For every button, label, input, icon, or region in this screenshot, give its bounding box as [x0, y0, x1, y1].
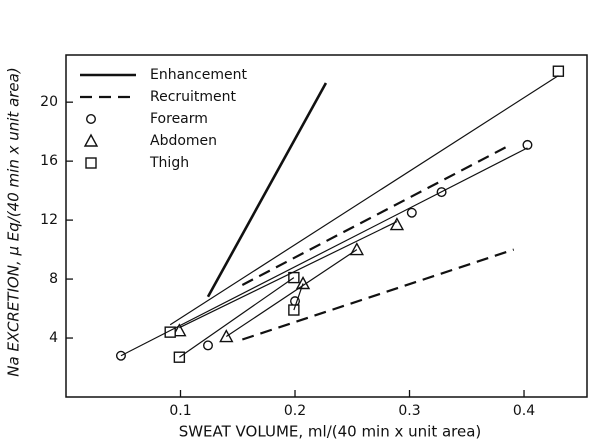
point: [522, 139, 533, 150]
point: [172, 323, 187, 337]
point: [389, 217, 405, 231]
plot-frame: [65, 54, 588, 398]
legend-swatch: [83, 133, 99, 147]
line-segment: [241, 143, 511, 286]
point: [552, 65, 565, 77]
line-segment: [179, 221, 398, 329]
y-tick-label: 4: [49, 330, 58, 346]
line-segment: [120, 147, 528, 357]
legend-label: Thigh: [149, 155, 189, 171]
legend-swatch: [85, 113, 96, 124]
line-segment: [179, 277, 295, 358]
y-tick-label: 12: [40, 212, 58, 228]
x-tick-label: 0.4: [513, 403, 535, 419]
y-axis-label: Na EXCRETION, μ Eq/(40 min x unit area): [5, 67, 23, 376]
x-tick-label: 0.2: [284, 403, 306, 419]
line-segment: [225, 249, 358, 338]
y-tick-label: 16: [40, 153, 58, 169]
legend-label: Forearm: [150, 111, 208, 127]
y-tick-label: 20: [40, 94, 58, 110]
line-segment: [169, 75, 559, 326]
y-tick-label: 8: [49, 271, 58, 287]
legend-swatch: [85, 157, 97, 169]
line-segment: [241, 248, 515, 341]
x-axis-label: SWEAT VOLUME, ml/(40 min x unit area): [179, 423, 482, 441]
x-tick-label: 0.3: [398, 403, 420, 419]
legend-label: Recruitment: [150, 89, 237, 105]
point: [164, 326, 176, 338]
line-segment: [206, 82, 328, 298]
line-segment: [293, 283, 304, 311]
legend-label: Abdomen: [150, 133, 217, 149]
point: [202, 340, 213, 351]
legend-label: Enhancement: [150, 67, 247, 83]
point: [115, 350, 126, 361]
point: [406, 207, 417, 218]
x-tick-label: 0.1: [169, 403, 191, 419]
